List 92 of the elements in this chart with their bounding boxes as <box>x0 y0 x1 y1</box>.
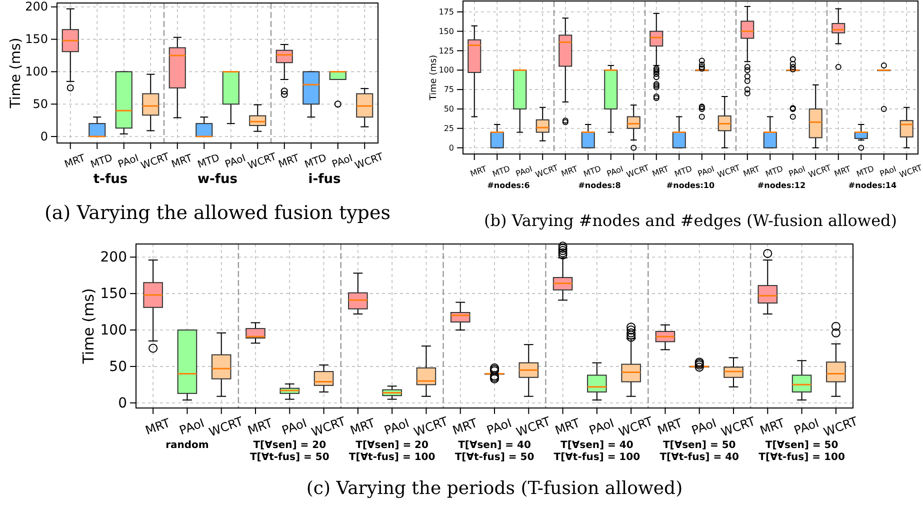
x-tick-label: MTD <box>673 164 694 179</box>
text: random <box>166 440 209 451</box>
text: t-fus <box>93 172 128 187</box>
x-tick-label: MRT <box>833 164 852 179</box>
y-tick-label: 25 <box>444 124 454 133</box>
y-tick-label: 150 <box>438 26 454 36</box>
x-tick-label: MRT <box>170 152 195 171</box>
text: (c) Varying the periods (T-fusion allowed) <box>306 478 683 499</box>
x-tick-label: WCRT <box>716 163 742 180</box>
x-tick-label: MTD <box>855 164 876 179</box>
y-tick-label: 100 <box>438 66 454 75</box>
y-axis-title: Time (ms) <box>429 54 440 102</box>
x-tick-label: PAoI <box>514 164 534 179</box>
x-tick-label: PAoI <box>788 164 807 179</box>
y-tick-label: 100 <box>100 322 127 338</box>
x-tick-label: MTD <box>89 152 114 171</box>
x-tick-label: MRT <box>742 164 762 179</box>
x-tick-label: MTD <box>303 152 328 171</box>
x-tick-label: MRT <box>277 152 302 171</box>
text: T[∀sen] = 40 T[∀t-fus] = 50 <box>454 440 534 463</box>
text: T[∀sen] = 20 T[∀t-fus] = 100 <box>348 440 436 463</box>
y-tick-label: 0 <box>118 395 127 412</box>
x-tick-label: PAoI <box>178 416 206 438</box>
x-tick-label: MRT <box>656 416 685 438</box>
text: w-fus <box>197 172 238 187</box>
y-tick-label: 50 <box>32 96 48 111</box>
x-tick-label: WCRT <box>207 414 246 440</box>
y-tick-label: 175 <box>438 7 454 16</box>
text: #nodes:12 <box>757 181 806 190</box>
x-tick-label: PAoI <box>606 164 625 179</box>
y-tick-label: 150 <box>100 286 127 302</box>
x-tick-label: PAoI <box>330 153 354 171</box>
x-tick-label: PAoI <box>484 416 514 438</box>
text: T[∀sen] = 50 T[∀t-fus] = 40 <box>660 440 740 463</box>
y-tick-label: 200 <box>25 0 48 14</box>
x-tick-label: MTD <box>764 164 784 179</box>
x-tick-label: MTD <box>582 164 602 179</box>
x-tick-label: MRT <box>560 164 580 179</box>
x-tick-label: MRT <box>246 416 275 438</box>
x-tick-label: PAoI <box>696 164 716 179</box>
text: T[∀sen] = 40 T[∀t-fus] = 100 <box>554 440 640 463</box>
y-tick-label: 50 <box>444 104 454 114</box>
x-tick-label: PAoI <box>280 416 309 438</box>
x-tick-label: MRT <box>63 152 88 171</box>
x-tick-label: WCRT <box>719 414 758 440</box>
x-tick-label: PAoI <box>224 153 248 171</box>
x-tick-label: PAoI <box>382 416 412 438</box>
y-tick-label: 50 <box>109 358 127 375</box>
x-tick-label: WCRT <box>898 163 923 180</box>
y-tick-label: 100 <box>25 64 48 79</box>
x-tick-label: WCRT <box>514 414 553 440</box>
x-tick-label: WCRT <box>822 414 860 440</box>
x-tick-label: WCRT <box>807 163 832 180</box>
y-tick-label: 0 <box>40 129 48 144</box>
y-tick-label: 75 <box>444 85 454 94</box>
y-axis-title: Time (ms) <box>8 38 24 110</box>
x-tick-label: WCRT <box>310 414 348 440</box>
x-tick-label: MRT <box>348 416 378 438</box>
x-tick-label: PAoI <box>116 153 140 171</box>
x-tick-label: WCRT <box>140 151 172 172</box>
x-tick-label: WCRT <box>354 151 386 172</box>
x-tick-label: MRT <box>143 416 173 438</box>
x-tick-label: WCRT <box>246 151 279 172</box>
text: #nodes:8 <box>578 181 622 190</box>
x-tick-label: PAoI <box>690 416 718 438</box>
x-tick-label: PAoI <box>878 164 898 179</box>
text: (b) Varying #nodes and #edges (W-fusion allowed) <box>484 211 898 230</box>
y-tick-label: 0 <box>448 143 454 152</box>
x-tick-label: MRT <box>553 416 582 438</box>
x-tick-label: WCRT <box>625 163 650 180</box>
text: #nodes:10 <box>666 181 716 190</box>
text: T[∀sen] = 50 T[∀t-fus] = 100 <box>758 440 845 463</box>
x-tick-label: MRT <box>450 416 480 438</box>
text: #nodes:14 <box>848 181 898 190</box>
x-tick-label: MRT <box>758 416 788 438</box>
x-tick-label: WCRT <box>412 414 450 440</box>
text: #nodes:6 <box>487 181 530 190</box>
x-tick-label: MTD <box>196 152 222 171</box>
y-tick-label: 125 <box>438 46 454 56</box>
x-tick-label: MRT <box>469 164 488 179</box>
text: T[∀sen] = 20 T[∀t-fus] = 50 <box>250 440 330 463</box>
x-tick-label: MTD <box>491 164 512 179</box>
x-tick-label: PAoI <box>587 416 616 438</box>
x-tick-label: PAoI <box>792 416 821 438</box>
text: i-fus <box>308 172 342 187</box>
y-axis-title: Time (ms) <box>80 288 98 365</box>
text: (a) Varying the allowed fusion types <box>44 202 390 224</box>
x-tick-label: MRT <box>651 164 670 179</box>
y-tick-label: 200 <box>100 250 127 266</box>
x-tick-label: WCRT <box>534 163 560 180</box>
x-tick-label: WCRT <box>616 414 656 440</box>
y-tick-label: 150 <box>25 32 48 46</box>
